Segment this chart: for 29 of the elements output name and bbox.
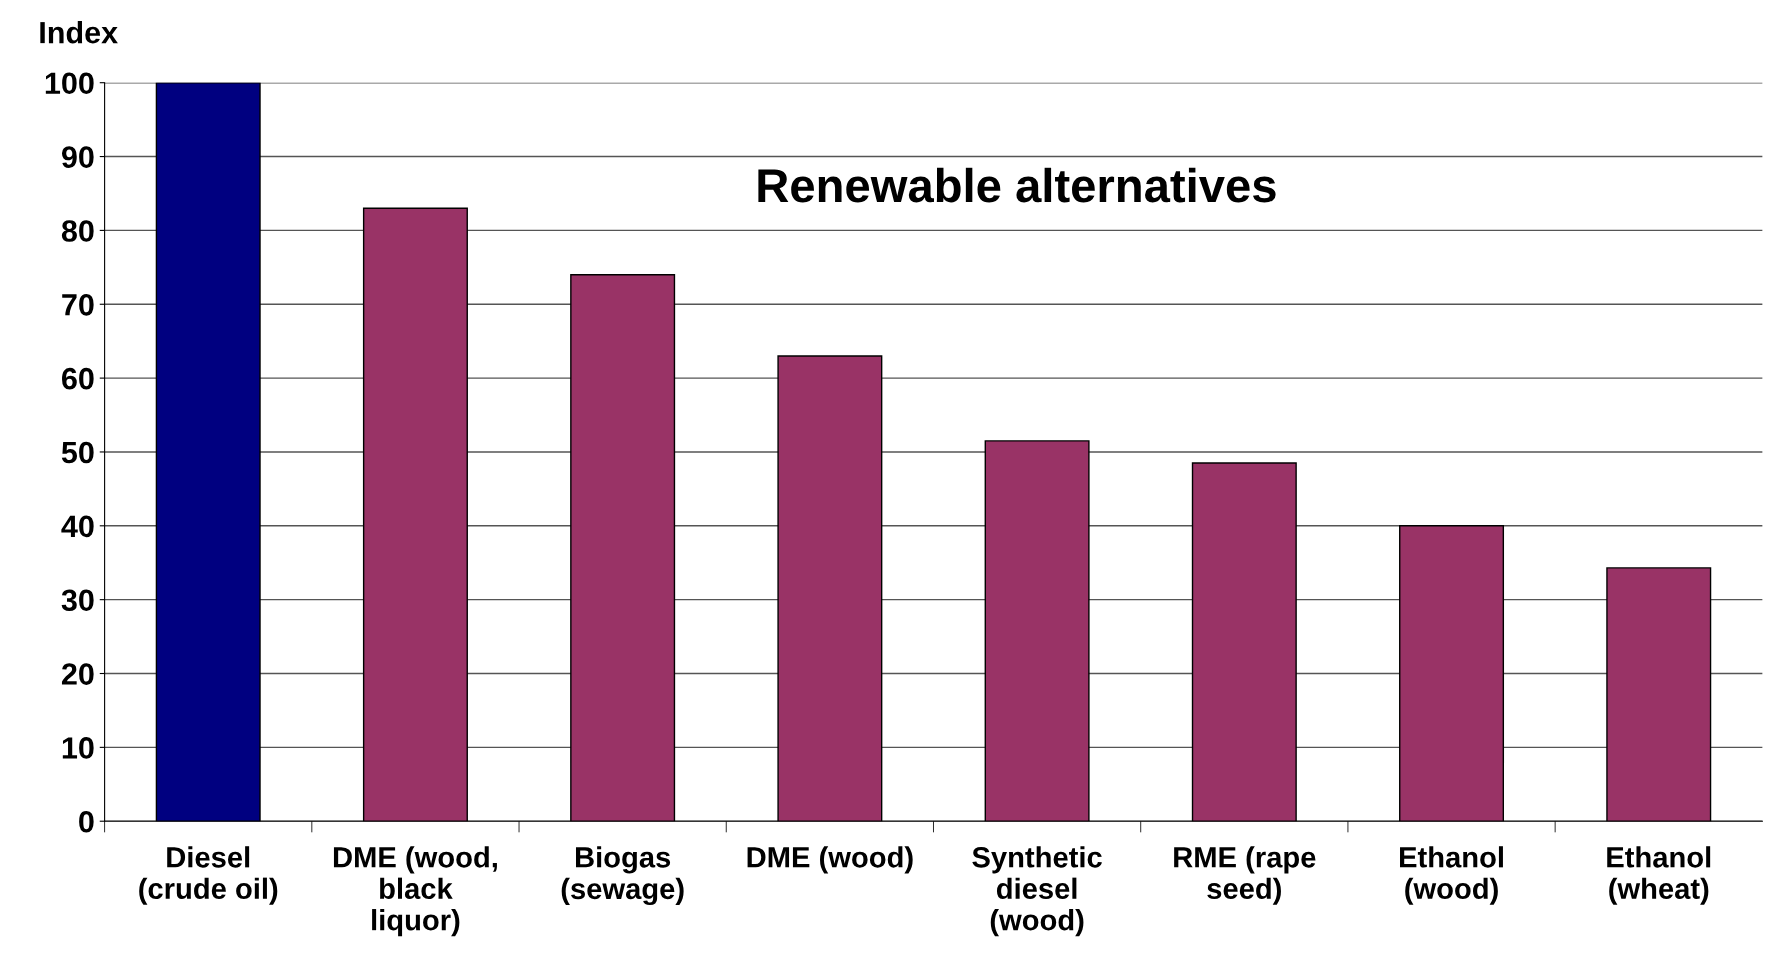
y-tick-label: 80 [61,220,94,242]
bar [362,207,468,822]
bar [984,440,1090,822]
x-tick-label: Ethanol (wood) [1400,846,1503,905]
y-tick-label: 30 [61,589,94,612]
bar [155,82,261,822]
y-tick-label: 90 [61,146,94,168]
y-axis-title: Index [40,20,118,44]
bar [1191,462,1297,822]
y-tick-label: 100 [45,72,94,95]
x-tick-label: Biogas (sewage) [561,846,684,906]
y-tick-label: 50 [61,441,94,464]
y-tick-label: 10 [62,737,94,759]
y-tick-label: 20 [61,663,94,685]
bar [570,274,676,822]
bar [1399,525,1505,822]
x-tick-label: DME (wood) [747,846,913,874]
y-tick-label: 70 [62,293,94,316]
bar [777,355,883,822]
annotation: Renewable alternatives [758,167,1276,203]
y-tick-label: 0 [79,810,94,833]
x-tick-label: DME (wood, black liquor) [333,846,497,937]
x-tick-label: Diesel (crude oil) [139,846,278,905]
x-tick-label: Synthetic diesel (wood) [972,846,1102,937]
x-tick-label: Ethanol (wheat) [1607,846,1711,905]
x-tick-label: RME (rape seed) [1174,846,1316,905]
y-tick-label: 40 [61,515,94,538]
bar [1606,567,1712,822]
y-tick-label: 60 [62,367,94,390]
